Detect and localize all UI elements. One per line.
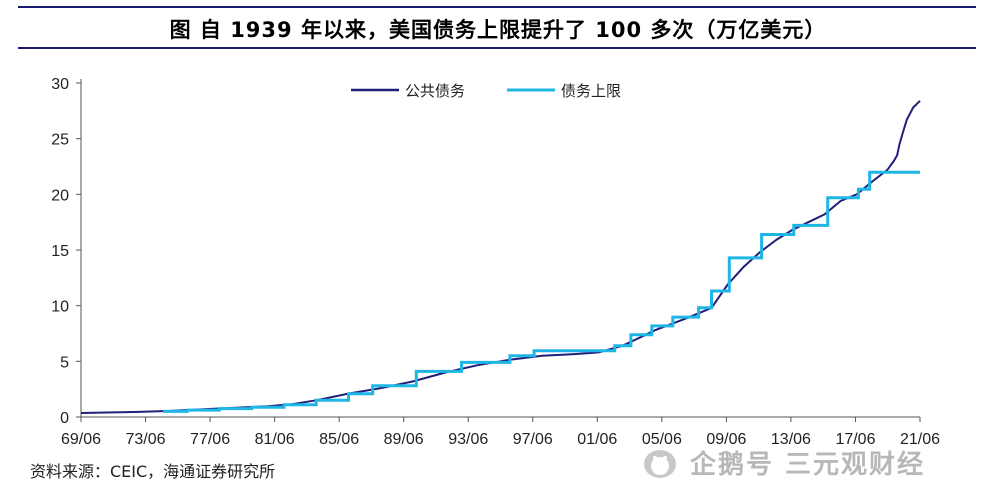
legend-label-public-debt: 公共债务 (405, 82, 465, 100)
x-tick-label: 81/06 (255, 431, 295, 448)
series-line-debt-ceiling (163, 170, 920, 413)
x-tick-label: 89/06 (384, 431, 424, 448)
y-tick-label: 20 (51, 187, 69, 204)
y-tick-label: 15 (51, 243, 69, 260)
watermark: 企鹅号 三元观财经 (640, 444, 925, 481)
y-tick-label: 0 (60, 410, 69, 427)
title-rule (18, 47, 976, 49)
series-line-public-debt (80, 100, 921, 414)
legend-label-debt-ceiling: 债务上限 (561, 82, 621, 100)
x-tick-label: 01/06 (577, 431, 617, 448)
y-tick-label: 5 (60, 354, 69, 371)
top-rule (18, 6, 976, 8)
x-tick-label: 85/06 (319, 431, 359, 448)
x-tick-label: 21/06 (900, 431, 940, 448)
x-tick-label: 73/06 (126, 431, 166, 448)
x-tick-label: 17/06 (835, 431, 875, 448)
x-tick-label: 93/06 (448, 431, 488, 448)
x-tick-label: 05/06 (642, 431, 682, 448)
x-tick-label: 69/06 (61, 431, 101, 448)
source-note: 资料来源：CEIC，海通证券研究所 (30, 462, 276, 481)
x-tick-label: 09/06 (706, 431, 746, 448)
y-tick-label: 30 (51, 76, 69, 93)
chart-title: 图 自 1939 年以来，美国债务上限提升了 100 多次（万亿美元） (169, 18, 827, 42)
x-tick-label: 77/06 (190, 431, 230, 448)
x-tick-label: 13/06 (771, 431, 811, 448)
watermark-text: 企鹅号 三元观财经 (690, 450, 926, 480)
x-tick-label: 97/06 (513, 431, 553, 448)
y-tick-label: 25 (51, 132, 69, 149)
penguin-logo-icon (644, 449, 676, 478)
y-tick-label: 10 (51, 299, 69, 316)
